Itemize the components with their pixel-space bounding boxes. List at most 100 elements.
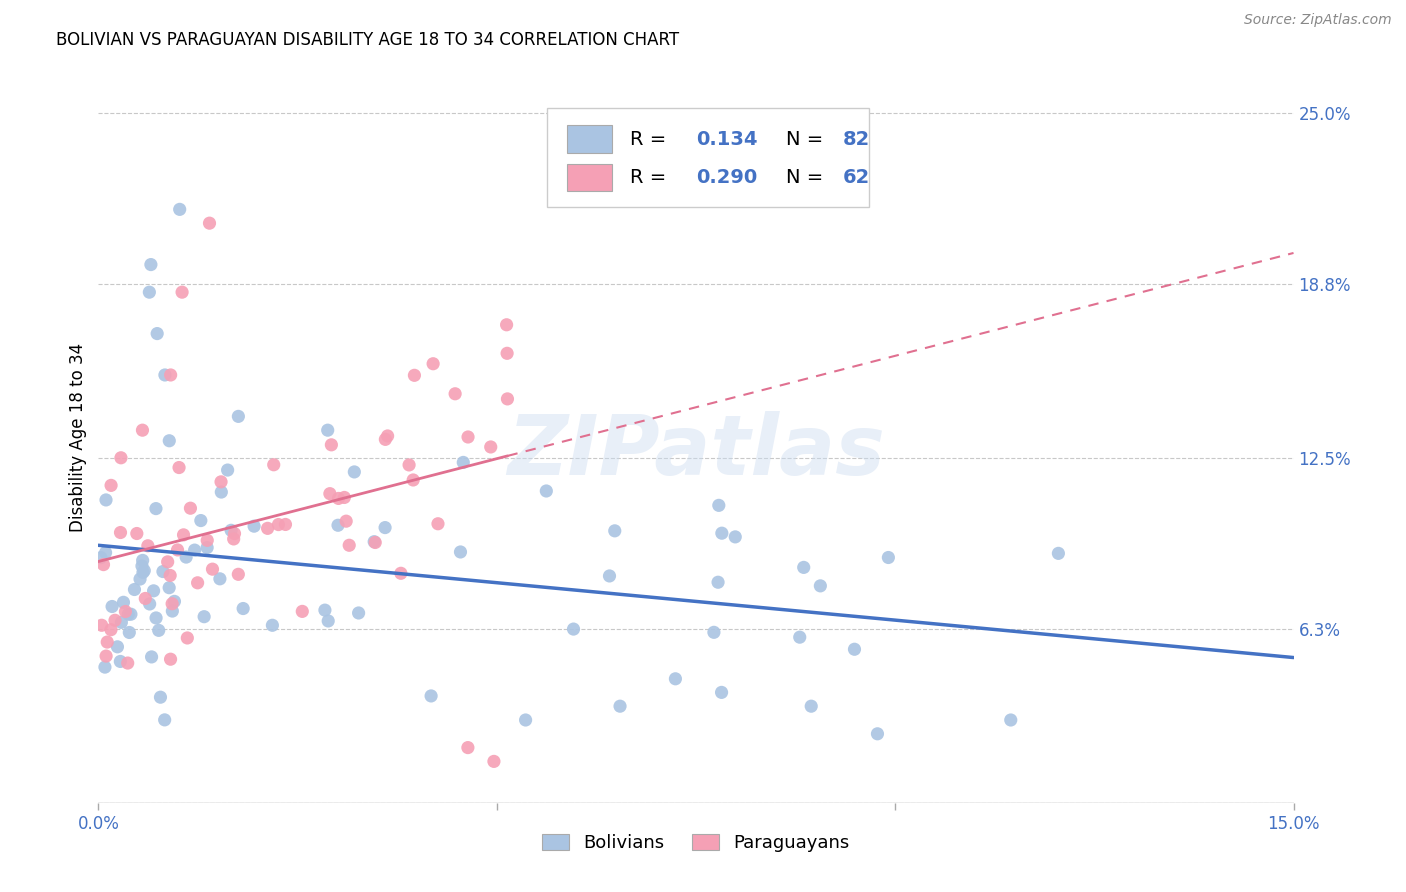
Point — [444, 386, 467, 401]
Point — [190, 514, 212, 528]
Point — [110, 450, 132, 465]
Point — [138, 597, 160, 611]
Point — [156, 555, 179, 569]
Point — [707, 575, 730, 590]
Point — [479, 440, 502, 454]
Point — [90, 550, 112, 565]
Point — [866, 727, 889, 741]
Point — [193, 609, 215, 624]
Point — [515, 713, 537, 727]
Point — [187, 575, 209, 590]
Point — [163, 594, 186, 608]
Point — [132, 566, 155, 580]
Point — [219, 524, 242, 538]
Point — [482, 755, 505, 769]
Point — [707, 499, 730, 513]
Point — [232, 601, 254, 615]
Y-axis label: Disability Age 18 to 34: Disability Age 18 to 34 — [69, 343, 87, 532]
Point — [179, 501, 201, 516]
Point — [333, 491, 356, 505]
Point — [94, 649, 117, 664]
Point — [94, 660, 117, 674]
Point — [228, 567, 250, 582]
Point — [153, 713, 176, 727]
Point — [1000, 713, 1022, 727]
Point — [90, 618, 112, 632]
Legend: Bolivians, Paraguayans: Bolivians, Paraguayans — [536, 827, 856, 860]
Text: N =: N = — [786, 168, 830, 187]
Point — [224, 526, 246, 541]
Point — [209, 475, 232, 489]
Point — [114, 605, 136, 619]
Point — [877, 550, 900, 565]
Point — [335, 514, 357, 528]
Point — [157, 434, 180, 448]
Point — [457, 740, 479, 755]
FancyBboxPatch shape — [567, 163, 613, 191]
Point — [139, 258, 162, 272]
Point — [145, 501, 167, 516]
Point — [316, 423, 339, 437]
Point — [326, 518, 349, 533]
Point — [457, 430, 479, 444]
Point — [134, 564, 156, 578]
Point — [243, 519, 266, 533]
Point — [598, 569, 620, 583]
Point — [217, 463, 239, 477]
Point — [263, 458, 285, 472]
Point — [110, 615, 132, 630]
Point — [222, 532, 245, 546]
Point — [337, 538, 360, 552]
Point — [183, 543, 205, 558]
Point — [131, 559, 153, 574]
Point — [374, 520, 396, 534]
Point — [148, 624, 170, 638]
Point — [1047, 546, 1070, 560]
Point — [94, 546, 117, 560]
Point — [710, 526, 733, 541]
Point — [159, 652, 181, 666]
Point — [364, 535, 387, 549]
Point — [162, 604, 184, 618]
Point — [603, 524, 626, 538]
Point — [173, 528, 195, 542]
Point — [363, 534, 385, 549]
Text: ZIPatlas: ZIPatlas — [508, 411, 884, 492]
Point — [453, 455, 475, 469]
Point — [117, 656, 139, 670]
Point — [107, 640, 129, 654]
Point — [138, 285, 160, 300]
Point — [496, 392, 519, 406]
Point — [110, 525, 132, 540]
Point — [319, 486, 342, 500]
Point — [166, 542, 188, 557]
Point — [157, 581, 180, 595]
Point — [450, 545, 472, 559]
Text: R =: R = — [630, 130, 679, 149]
Point — [146, 326, 169, 341]
Point — [129, 572, 152, 586]
Point — [274, 517, 297, 532]
Text: 0.134: 0.134 — [696, 130, 758, 149]
Point — [562, 622, 585, 636]
Point — [110, 655, 132, 669]
Point — [208, 572, 231, 586]
Point — [398, 458, 420, 472]
Point — [703, 625, 725, 640]
Point — [427, 516, 450, 531]
Point — [800, 699, 823, 714]
Point — [174, 550, 197, 565]
Point — [94, 492, 117, 507]
Point — [374, 433, 396, 447]
Point — [125, 526, 148, 541]
Point — [789, 630, 811, 644]
Point — [724, 530, 747, 544]
Point — [420, 689, 443, 703]
Point — [145, 611, 167, 625]
Point — [134, 591, 156, 606]
Point — [100, 478, 122, 492]
Point — [172, 285, 194, 300]
Point — [262, 618, 284, 632]
Point — [328, 491, 350, 506]
Point — [167, 460, 190, 475]
